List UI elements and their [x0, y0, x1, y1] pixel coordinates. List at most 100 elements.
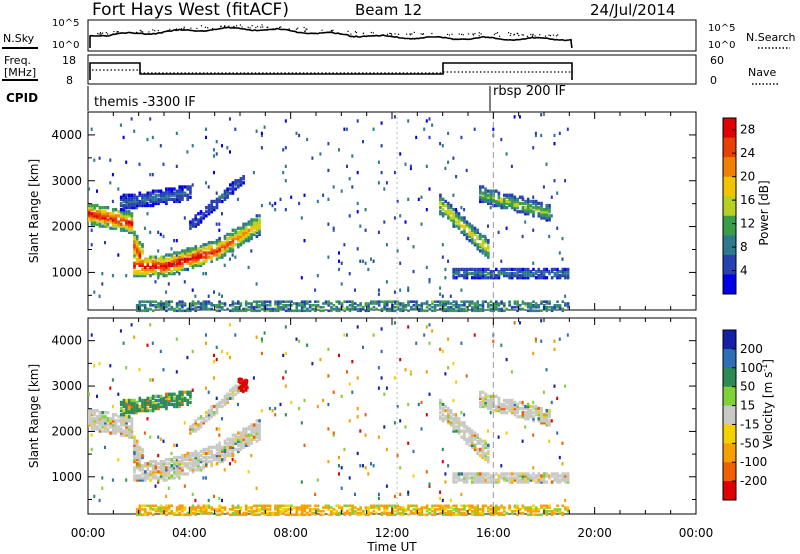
power-cell: [556, 276, 559, 280]
power-cell: [444, 304, 447, 307]
velocity-cell: [388, 504, 392, 508]
velocity-cell: [452, 417, 455, 421]
velocity-cell: [175, 396, 179, 400]
velocity-cell: [229, 453, 232, 458]
velocity-cell: [524, 417, 527, 421]
power-cell: [495, 302, 498, 305]
velocity-cell: [162, 404, 166, 409]
velocity-cell: [439, 404, 442, 409]
power-cell: [492, 127, 495, 131]
nsearch-dot: [513, 34, 515, 36]
power-cell: [167, 307, 171, 311]
velocity-cell: [247, 506, 251, 509]
power-cell: [93, 212, 96, 216]
velocity-cell: [473, 437, 477, 441]
velocity-cell: [532, 404, 535, 409]
velocity-cell: [98, 362, 101, 366]
velocity-cell: [218, 451, 221, 456]
velocity-cell: [231, 453, 235, 458]
power-cell: [518, 195, 522, 199]
velocity-cell: [244, 427, 248, 431]
power-cell: [465, 234, 469, 239]
velocity-cell: [141, 472, 144, 476]
velocity-cell: [186, 398, 189, 403]
power-cell: [455, 267, 458, 272]
velocity-cell: [510, 409, 514, 413]
velocity-cell: [157, 435, 160, 439]
nsearch-dot: [102, 32, 104, 34]
power-cell: [175, 305, 179, 309]
nsearch-dot: [295, 28, 298, 30]
velocity-cell: [484, 455, 487, 460]
power-cell: [425, 309, 429, 313]
velocity-cell: [213, 360, 215, 364]
power-cell: [540, 208, 543, 212]
velocity-cell: [487, 429, 489, 433]
velocity-cell: [197, 464, 200, 468]
nsky-panel: [87, 19, 697, 52]
velocity-cell: [223, 400, 227, 405]
power-cell: [197, 222, 200, 226]
velocity-cell: [231, 513, 235, 517]
power-cell: [178, 197, 181, 201]
velocity-cell: [532, 417, 535, 421]
velocity-cell: [101, 417, 104, 421]
velocity-colorbar-tick-label: 200: [740, 342, 763, 356]
velocity-cell: [449, 511, 453, 515]
velocity-cell: [234, 506, 237, 509]
velocity-cell: [125, 406, 128, 411]
velocity-cell: [231, 441, 235, 445]
power-cell: [135, 197, 139, 201]
power-cell: [433, 309, 437, 313]
power-cell: [465, 269, 469, 274]
velocity-cell: [487, 398, 490, 403]
velocity-cell: [375, 506, 378, 509]
power-cell: [167, 265, 171, 270]
power-cell: [210, 249, 213, 253]
velocity-cell: [229, 437, 232, 441]
power-cell: [258, 309, 261, 313]
power-cell: [202, 272, 205, 276]
velocity-cell: [481, 504, 485, 508]
velocity-cell: [157, 470, 160, 474]
velocity-cell: [135, 464, 139, 468]
velocity-cell: [495, 509, 498, 513]
velocity-cell: [218, 427, 221, 431]
velocity-cell: [500, 506, 503, 509]
power-cell: [473, 226, 477, 230]
velocity-cell: [534, 409, 538, 413]
power-cell: [135, 249, 139, 253]
power-cell: [521, 195, 524, 199]
velocity-cell: [157, 476, 160, 480]
velocity-cell: [518, 321, 521, 325]
velocity-cell: [484, 404, 487, 409]
power-cell: [463, 276, 466, 280]
power-cell: [194, 249, 197, 253]
power-cell: [98, 214, 102, 218]
nsearch-dot: [354, 31, 357, 33]
velocity-cell: [141, 476, 144, 480]
velocity-cell: [226, 394, 229, 398]
velocity-cell: [165, 398, 168, 403]
power-cell: [223, 302, 227, 305]
velocity-cell: [135, 449, 139, 454]
power-cell: [191, 288, 194, 292]
velocity-cell: [210, 409, 213, 413]
power-cell: [255, 282, 258, 286]
velocity-cell: [351, 509, 354, 513]
velocity-cell: [141, 508, 144, 511]
power-cell: [138, 302, 142, 305]
power-cell: [529, 302, 533, 305]
velocity-cell: [393, 509, 397, 513]
power-cell: [556, 300, 559, 303]
power-cell: [213, 199, 216, 204]
power-cell: [524, 201, 527, 206]
power-cell: [127, 206, 131, 210]
power-cell: [130, 214, 134, 218]
power-cell: [138, 272, 142, 276]
velocity-cell: [255, 435, 259, 439]
power-cell: [119, 210, 123, 214]
power-cell: [143, 203, 147, 208]
power-cell: [250, 236, 253, 241]
power-cell: [300, 307, 304, 311]
